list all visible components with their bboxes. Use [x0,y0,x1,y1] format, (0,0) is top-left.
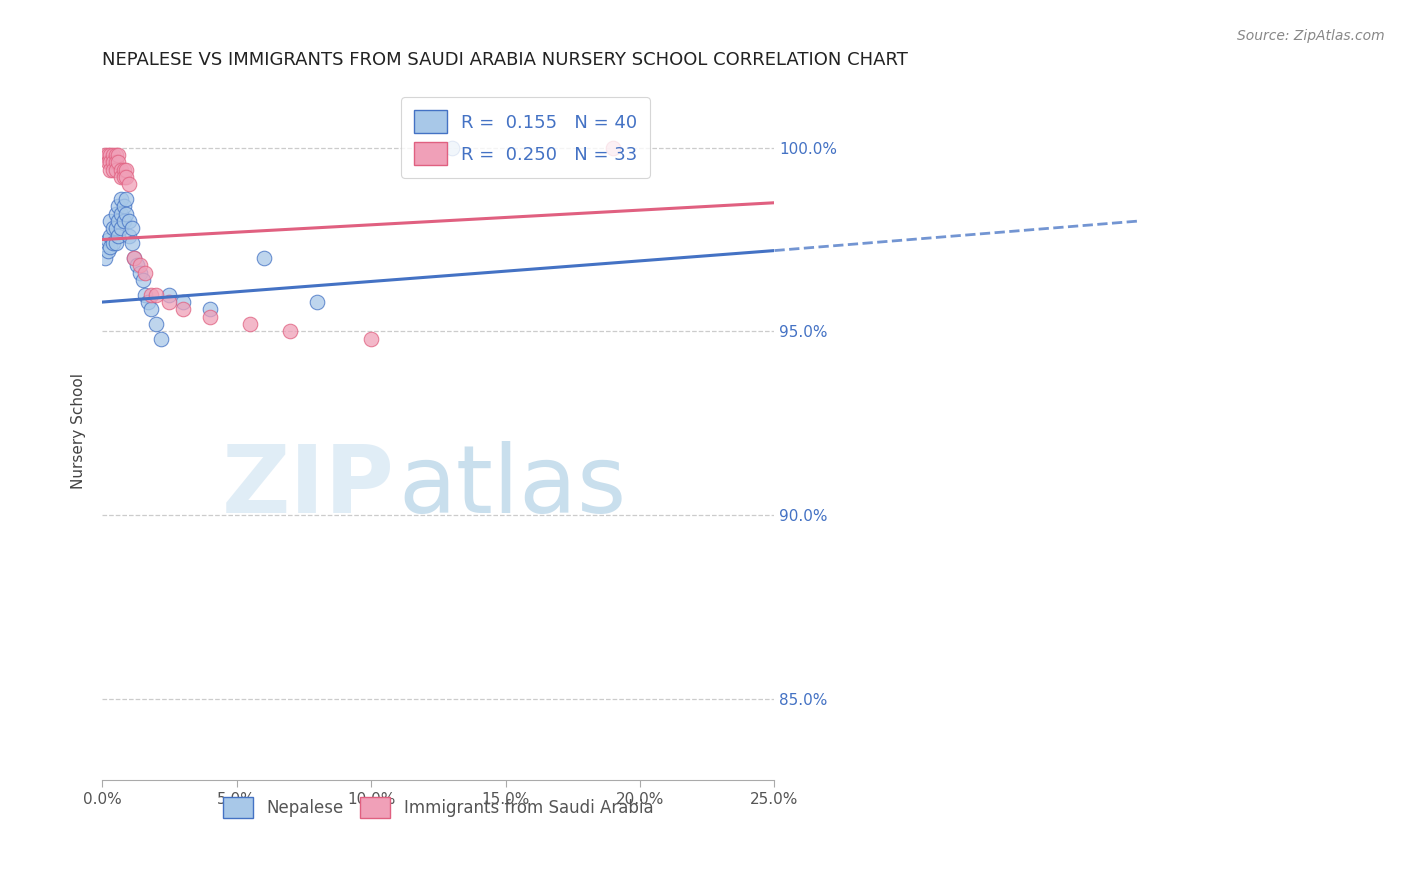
Point [98,228,121,243]
Point [98,155,121,169]
Point [145,287,167,301]
Point [101,148,124,162]
Point [440,140,463,154]
Point [97,244,120,258]
Point [127,258,149,272]
Point [134,266,156,280]
Point [107,228,129,243]
Text: Source: ZipAtlas.com: Source: ZipAtlas.com [1237,29,1385,43]
Point [118,228,141,243]
Point [110,207,132,221]
Point [101,155,124,169]
Point [602,140,624,154]
Point [101,162,124,177]
Point [98,148,121,162]
Point [104,162,127,177]
Point [121,221,143,235]
Point [101,221,124,235]
Point [94,251,117,265]
Point [136,295,159,310]
Point [98,162,121,177]
Point [159,295,181,310]
Point [252,251,274,265]
Point [150,332,173,346]
Point [104,207,127,221]
Point [307,295,329,310]
Point [115,162,138,177]
Point [97,148,120,162]
Point [124,251,146,265]
Point [104,221,127,235]
Point [97,155,120,169]
Point [107,214,129,228]
Point [110,162,132,177]
Point [110,192,132,206]
Point [107,148,129,162]
Point [139,302,162,317]
Point [118,178,141,192]
Point [104,155,127,169]
Point [280,325,302,339]
Point [107,155,129,169]
Point [115,192,138,206]
Point [198,302,221,317]
Point [115,207,138,221]
Point [98,240,121,254]
Point [104,148,127,162]
Point [198,310,221,324]
Point [98,214,121,228]
Point [112,162,135,177]
Point [124,251,146,265]
Point [139,287,162,301]
Point [112,169,135,184]
Point [172,302,194,317]
Point [159,287,181,301]
Y-axis label: Nursery School: Nursery School [72,373,86,489]
Point [101,236,124,251]
Point [112,214,135,228]
Point [94,148,117,162]
Point [128,258,150,272]
Point [110,221,132,235]
Point [121,236,143,251]
Point [115,169,138,184]
Point [134,287,156,301]
Point [118,214,141,228]
Point [131,273,153,287]
Point [360,332,382,346]
Point [110,169,132,184]
Point [112,199,135,213]
Point [104,236,127,251]
Point [97,233,120,247]
Text: atlas: atlas [398,441,626,533]
Point [107,199,129,213]
Legend: Nepalese, Immigrants from Saudi Arabia: Nepalese, Immigrants from Saudi Arabia [217,790,659,824]
Point [172,295,194,310]
Point [239,317,262,331]
Point [128,266,150,280]
Text: NEPALESE VS IMMIGRANTS FROM SAUDI ARABIA NURSERY SCHOOL CORRELATION CHART: NEPALESE VS IMMIGRANTS FROM SAUDI ARABIA… [103,51,908,69]
Text: ZIP: ZIP [222,441,395,533]
Point [145,317,167,331]
